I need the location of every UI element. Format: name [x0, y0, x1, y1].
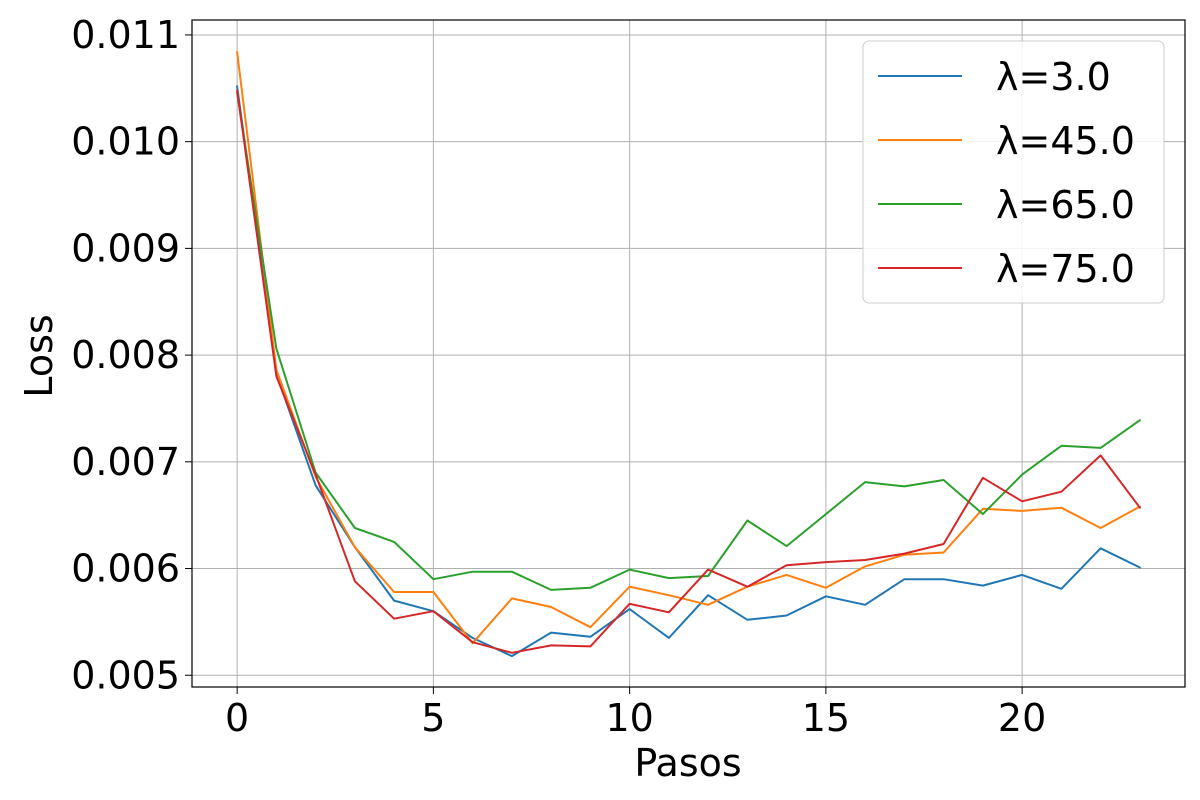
legend-label: λ=45.0 [996, 119, 1135, 163]
y-tick-label: 0.005 [71, 653, 180, 697]
legend-items: λ=3.0 λ=45.0 λ=65.0 λ=75.0 [878, 55, 1135, 291]
legend-label: λ=75.0 [996, 247, 1135, 291]
legend-label: λ=65.0 [996, 183, 1135, 227]
series-line [236, 51, 1141, 645]
x-axis-label: Pasos [634, 741, 741, 785]
x-tick-label: 15 [802, 696, 850, 740]
legend-box [862, 40, 1165, 304]
y-axis-ticks: 0.005 0.006 0.007 0.008 0.009 0.010 0.011 [71, 13, 192, 697]
x-tick-label: 20 [998, 696, 1046, 740]
y-tick-label: 0.010 [71, 120, 180, 164]
legend-label: λ=3.0 [996, 55, 1111, 99]
y-tick-label: 0.009 [71, 226, 180, 270]
y-tick-label: 0.008 [71, 333, 180, 377]
series-line [236, 89, 1141, 654]
plot-frame [191, 19, 1186, 688]
legend: λ=3.0 λ=45.0 λ=65.0 λ=75.0 [862, 40, 1165, 304]
series-line [236, 91, 1141, 591]
y-tick-label: 0.007 [71, 440, 180, 484]
x-tick-label: 0 [225, 696, 249, 740]
y-tick-label: 0.011 [71, 13, 180, 57]
x-tick-label: 10 [605, 696, 653, 740]
x-axis-ticks: 0 5 10 15 20 [225, 687, 1046, 740]
series-lines [236, 51, 1141, 658]
y-axis-label: Loss [17, 314, 61, 397]
y-tick-label: 0.006 [71, 547, 180, 591]
series-line [236, 85, 1141, 658]
x-tick-label: 5 [421, 696, 445, 740]
